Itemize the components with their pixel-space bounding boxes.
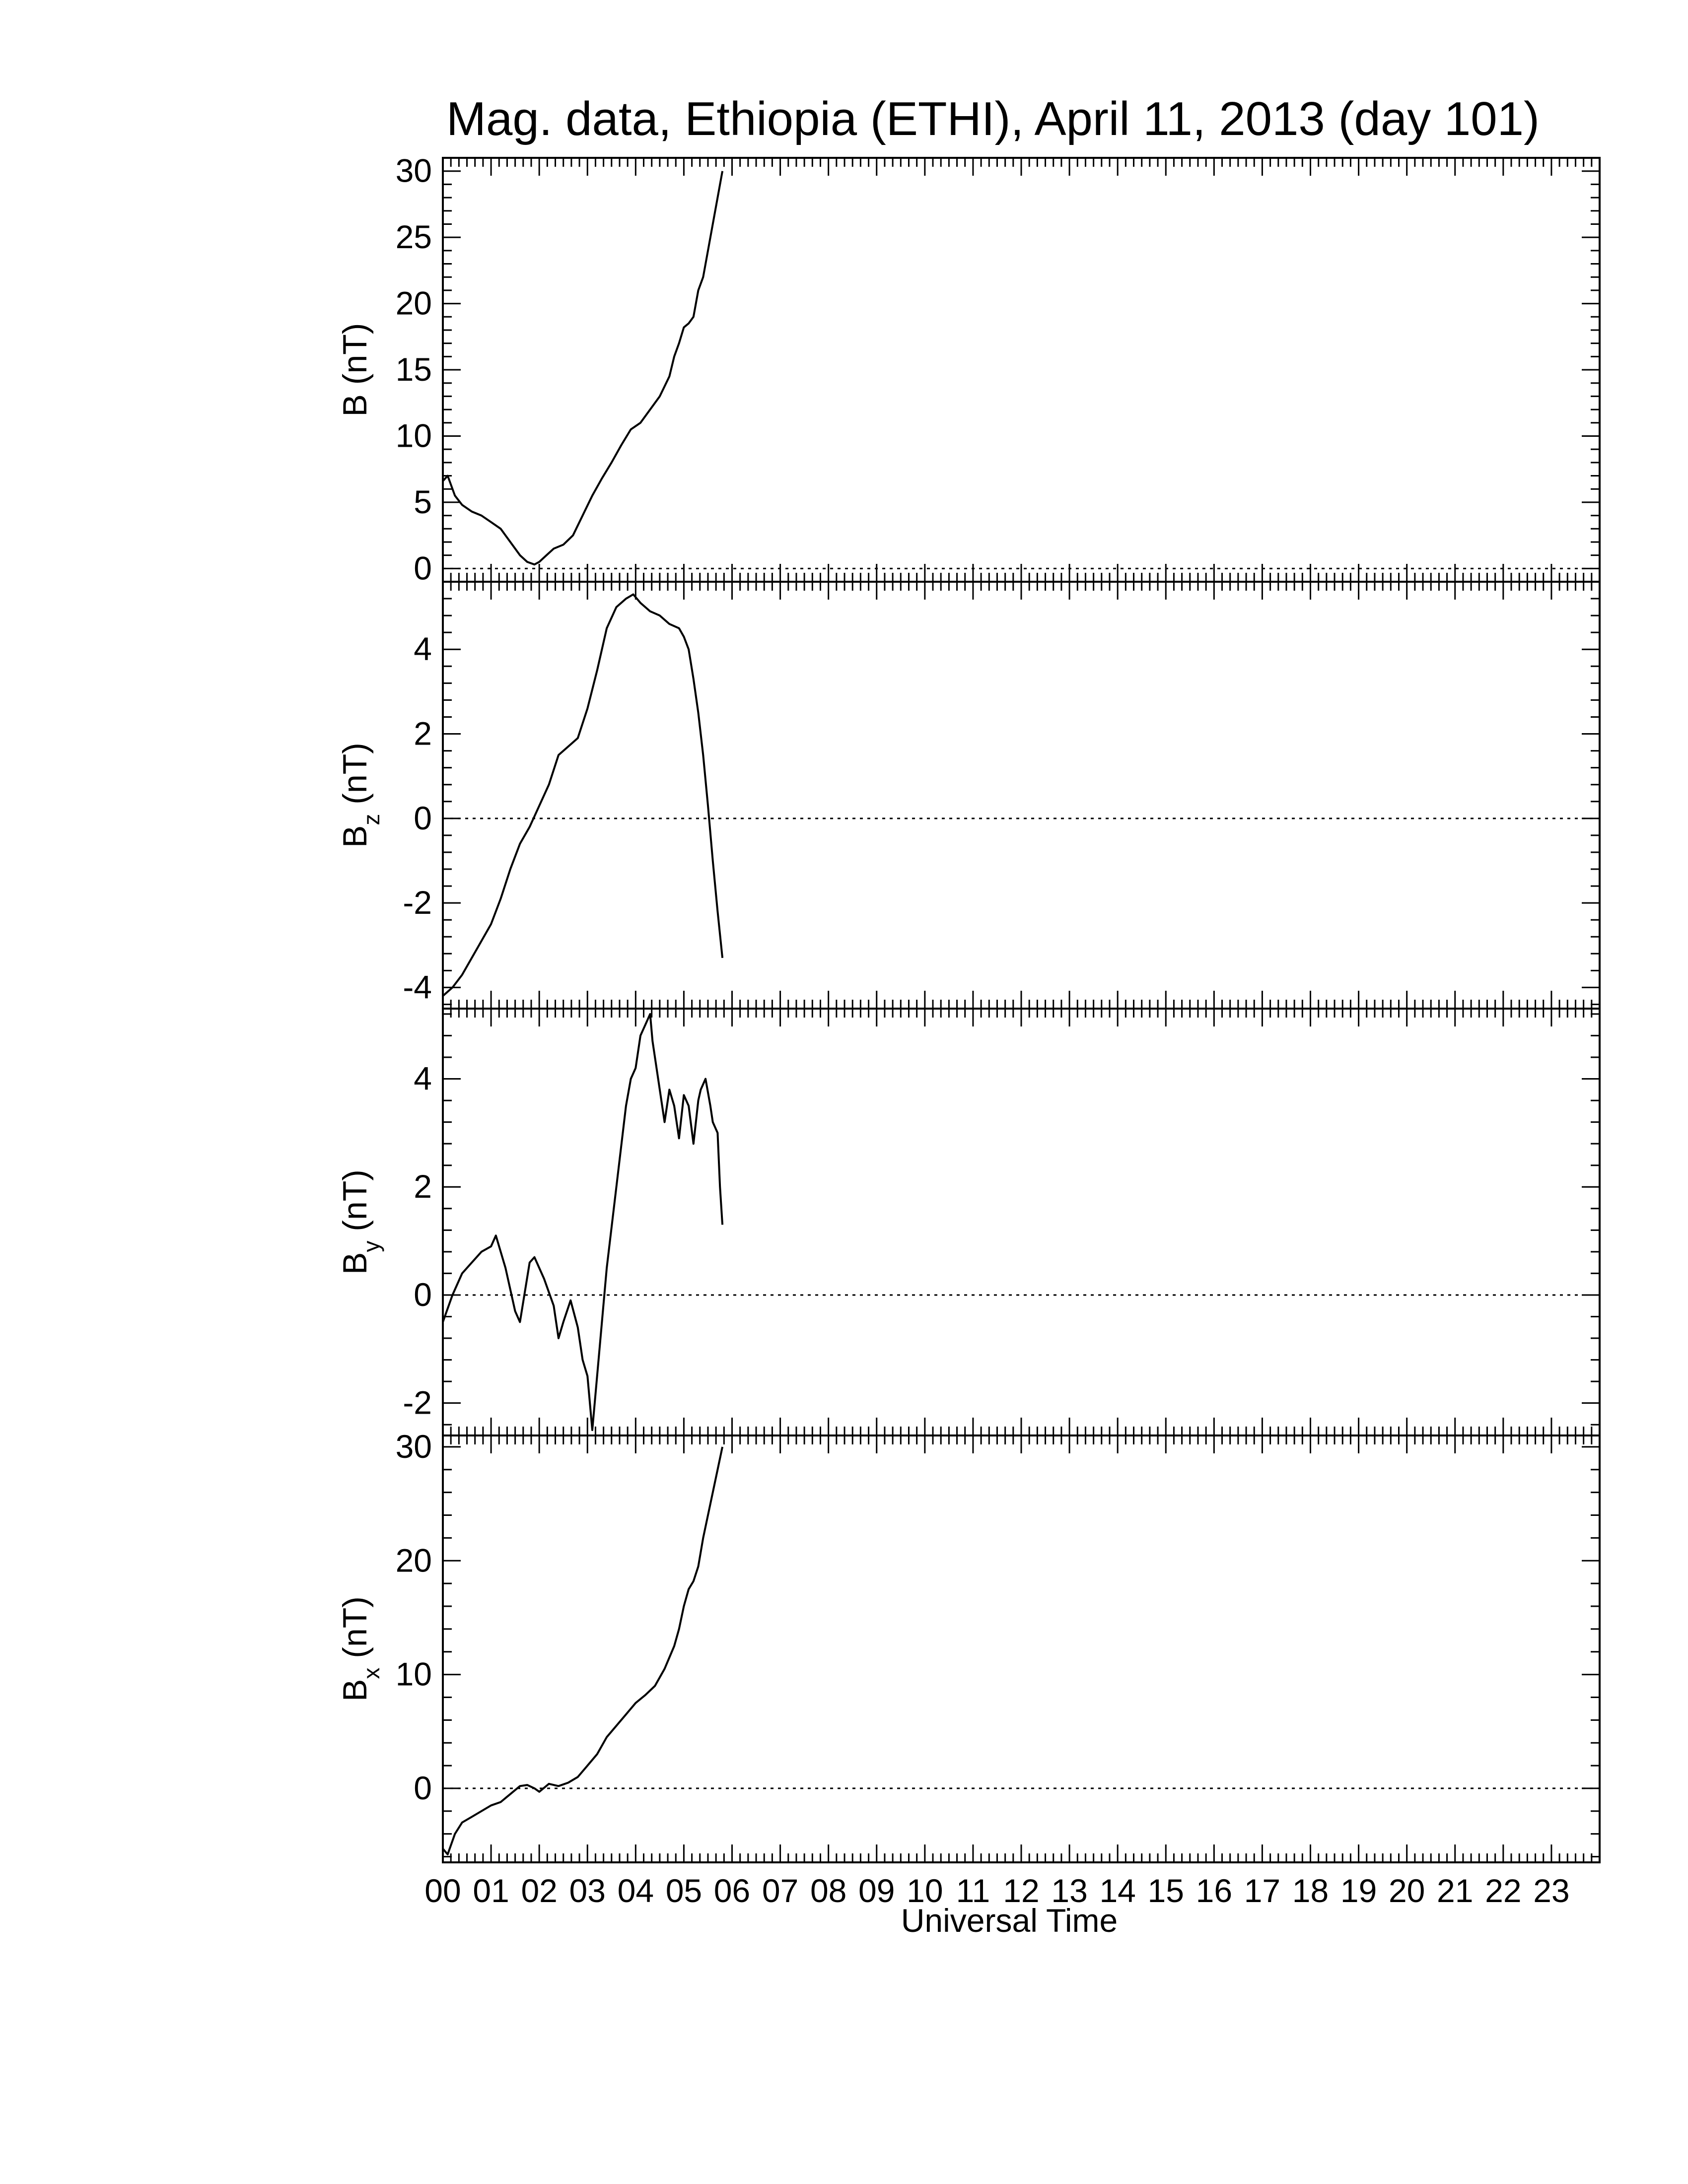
y-axis-label: Bz (nT) <box>336 743 384 848</box>
x-tick-label: 09 <box>858 1872 895 1909</box>
x-tick-label: 17 <box>1244 1872 1280 1909</box>
y-tick-label: 4 <box>414 1060 432 1097</box>
y-tick-label: 0 <box>414 1770 432 1806</box>
panel-b: 0 5 10 15 20 25 30 B (nT) <box>336 152 1601 586</box>
y-tick-label: 10 <box>396 1656 432 1693</box>
x-tick-label: 16 <box>1196 1872 1232 1909</box>
x-tick-label: 08 <box>810 1872 846 1909</box>
y-tick-label: 30 <box>396 1428 432 1465</box>
y-tick-label: 30 <box>396 152 432 189</box>
y-tick-label: 4 <box>414 630 432 667</box>
y-axis-label: B (nT) <box>336 323 374 417</box>
x-tick-label: 14 <box>1099 1872 1135 1909</box>
y-tick-label: -2 <box>403 884 432 921</box>
x-tick-label: 00 <box>424 1872 461 1909</box>
series-line-by <box>442 1013 724 1432</box>
figure-title: Mag. data, Ethiopia (ETHI), April 11, 20… <box>446 92 1540 145</box>
y-tick-label: 25 <box>396 218 432 255</box>
x-tick-label: 06 <box>714 1872 750 1909</box>
y-tick-label: 5 <box>414 483 432 520</box>
x-tick-label: 21 <box>1437 1872 1473 1909</box>
y-tick-label: 15 <box>396 351 432 388</box>
series-line-b <box>442 171 724 566</box>
panel-by: -2 0 2 4 By (nT) <box>336 1008 1601 1436</box>
panels-group: 0 5 10 15 20 25 30 B (nT) -4 -2 0 2 4 Bz (nT) -2 0 2 4 By … <box>336 152 1601 1863</box>
x-tick-labels: 00 01 02 03 04 05 06 07 08 09 10 11 12 13 14 15 16 17 18 19… <box>424 1872 1569 1909</box>
x-tick-label: 03 <box>569 1872 606 1909</box>
x-tick-label: 02 <box>521 1872 557 1909</box>
x-tick-label: 04 <box>618 1872 654 1909</box>
y-tick-label: 0 <box>414 1276 432 1313</box>
x-tick-label: 22 <box>1485 1872 1521 1909</box>
x-axis-title: Universal Time <box>901 1902 1118 1939</box>
x-tick-label: 05 <box>666 1872 702 1909</box>
x-tick-label: 20 <box>1389 1872 1425 1909</box>
x-tick-label: 19 <box>1340 1872 1377 1909</box>
y-tick-label: 0 <box>414 549 432 586</box>
x-tick-label: 13 <box>1051 1872 1087 1909</box>
x-tick-label: 15 <box>1148 1872 1184 1909</box>
x-tick-label: 10 <box>907 1872 943 1909</box>
x-tick-label: 07 <box>762 1872 798 1909</box>
y-tick-label: 20 <box>396 285 432 322</box>
x-tick-label: 12 <box>1003 1872 1039 1909</box>
y-tick-label: 10 <box>396 417 432 454</box>
series-line-bx <box>442 1446 724 1855</box>
y-tick-label: 20 <box>396 1542 432 1578</box>
y-tick-label: 2 <box>414 715 432 752</box>
x-tick-label: 01 <box>473 1872 509 1909</box>
panel-bx: 0 10 20 30 Bx (nT) <box>336 1428 1601 1863</box>
y-axis-label: By (nT) <box>336 1169 384 1275</box>
x-tick-label: 11 <box>956 1872 990 1909</box>
y-tick-label: -2 <box>403 1384 432 1421</box>
series-line-bz <box>442 593 724 997</box>
x-tick-label: 23 <box>1533 1872 1569 1909</box>
y-tick-label: 2 <box>414 1168 432 1205</box>
x-tick-label: 18 <box>1292 1872 1329 1909</box>
y-axis-label: Bx (nT) <box>336 1596 384 1702</box>
y-tick-label: -4 <box>403 968 432 1005</box>
y-tick-label: 0 <box>414 800 432 836</box>
